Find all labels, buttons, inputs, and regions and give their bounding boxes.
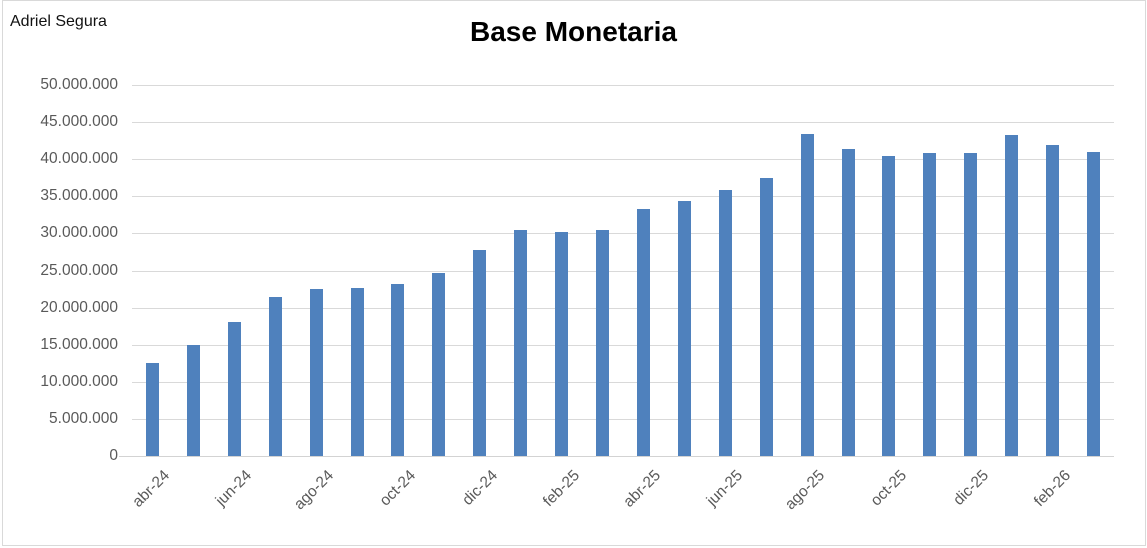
chart-title: Base Monetaria bbox=[470, 16, 677, 47]
x-tick-label: jun-24 bbox=[212, 467, 256, 510]
bar-ago-25 bbox=[800, 134, 814, 456]
bar-jun-24 bbox=[227, 322, 241, 456]
y-tick-label: 45.000.000 bbox=[40, 113, 118, 131]
bar-feb-25 bbox=[555, 232, 569, 456]
x-tick-label: ago-24 bbox=[290, 467, 338, 514]
bar-abr-25 bbox=[636, 209, 650, 456]
bar-mar-25 bbox=[596, 230, 610, 456]
gridline bbox=[132, 196, 1114, 197]
bar-oct-24 bbox=[391, 284, 405, 456]
bar-ene-26 bbox=[1005, 135, 1019, 456]
x-tick-label: oct-25 bbox=[867, 467, 910, 510]
gridline bbox=[132, 233, 1114, 234]
gridline bbox=[132, 122, 1114, 123]
x-axis-line bbox=[119, 456, 1114, 457]
bar-feb-26 bbox=[1046, 145, 1060, 456]
x-tick-label: ago-25 bbox=[781, 467, 829, 514]
gridline bbox=[132, 159, 1114, 160]
bar-ago-24 bbox=[309, 289, 323, 456]
bar-jul-25 bbox=[759, 178, 773, 456]
y-tick-label: 20.000.000 bbox=[40, 298, 118, 316]
bar-jun-25 bbox=[718, 190, 732, 456]
y-tick-label: 50.000.000 bbox=[40, 76, 118, 93]
bar-dic-24 bbox=[473, 250, 487, 456]
x-tick-label: dic-25 bbox=[949, 467, 992, 509]
x-tick-label: dic-24 bbox=[458, 467, 501, 509]
x-tick-label: abr-25 bbox=[620, 467, 665, 511]
x-tick-label: feb-26 bbox=[1030, 467, 1074, 511]
x-tick-label: jun-25 bbox=[703, 467, 747, 510]
x-tick-label: abr-24 bbox=[129, 467, 174, 511]
gridline bbox=[132, 382, 1114, 383]
y-tick-label: 40.000.000 bbox=[40, 150, 118, 168]
bar-sep-24 bbox=[350, 288, 364, 456]
bar-nov-25 bbox=[923, 153, 937, 456]
gridline bbox=[132, 345, 1114, 346]
bar-dic-25 bbox=[964, 153, 978, 456]
gridline bbox=[132, 419, 1114, 420]
y-tick-label: 5.000.000 bbox=[49, 409, 118, 427]
y-tick-label: 25.000.000 bbox=[40, 261, 118, 279]
bar-oct-25 bbox=[882, 156, 896, 456]
bar-jul-24 bbox=[268, 297, 282, 456]
gridline bbox=[132, 271, 1114, 272]
y-tick-label: 10.000.000 bbox=[40, 372, 118, 390]
bar-may-24 bbox=[186, 345, 200, 456]
bar-ene-25 bbox=[514, 230, 528, 456]
y-tick-label: 15.000.000 bbox=[40, 335, 118, 353]
y-tick-label: 30.000.000 bbox=[40, 224, 118, 242]
gridline bbox=[132, 85, 1114, 86]
x-tick-label: oct-24 bbox=[376, 467, 419, 510]
bar-sep-25 bbox=[841, 149, 855, 456]
bar-nov-24 bbox=[432, 273, 446, 456]
y-tick-label: 35.000.000 bbox=[40, 187, 118, 205]
bar-may-25 bbox=[677, 201, 691, 456]
author-label: Adriel Segura bbox=[10, 13, 107, 30]
gridline bbox=[132, 308, 1114, 309]
bar-abr-24 bbox=[145, 363, 159, 456]
x-tick-label: feb-25 bbox=[539, 467, 583, 511]
y-tick-label: 0 bbox=[109, 447, 118, 464]
bar-mar-26 bbox=[1087, 152, 1101, 456]
